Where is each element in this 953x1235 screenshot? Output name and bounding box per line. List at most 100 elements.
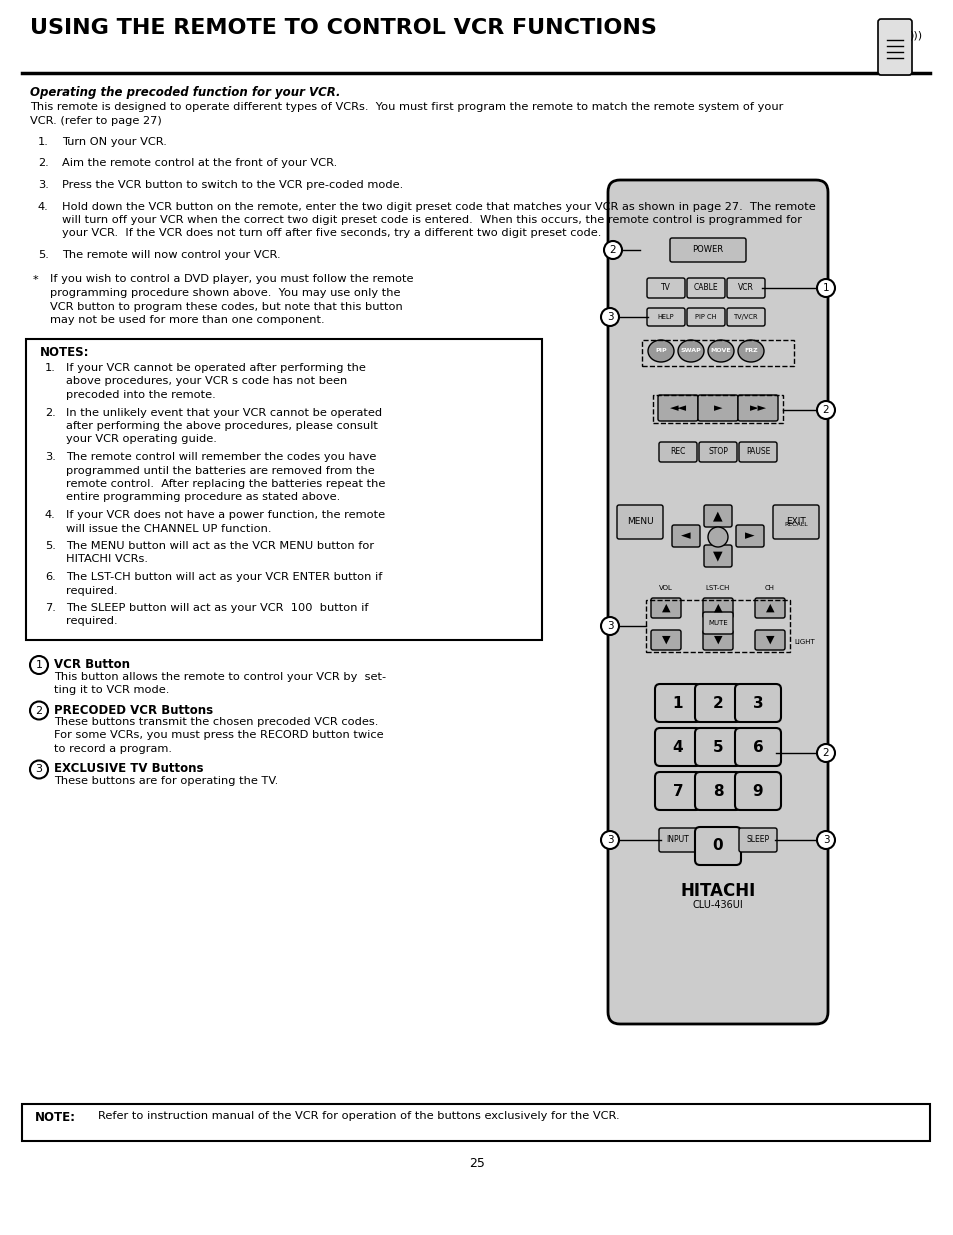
- Text: VCR. (refer to page 27): VCR. (refer to page 27): [30, 116, 162, 126]
- FancyBboxPatch shape: [734, 772, 781, 810]
- FancyBboxPatch shape: [726, 308, 764, 326]
- Ellipse shape: [647, 340, 673, 362]
- FancyBboxPatch shape: [754, 630, 784, 650]
- Circle shape: [816, 401, 834, 419]
- Text: remote control.  After replacing the batteries repeat the: remote control. After replacing the batt…: [66, 479, 385, 489]
- Text: HITACHI: HITACHI: [679, 882, 755, 900]
- Text: your VCR.  If the VCR does not turn off after five seconds, try a different two : your VCR. If the VCR does not turn off a…: [62, 228, 600, 238]
- Text: ►►: ►►: [749, 403, 765, 412]
- FancyBboxPatch shape: [702, 613, 732, 634]
- Text: The SLEEP button will act as your VCR  100  button if: The SLEEP button will act as your VCR 10…: [66, 603, 368, 613]
- Text: SWAP: SWAP: [679, 348, 700, 353]
- FancyBboxPatch shape: [695, 684, 740, 722]
- Circle shape: [600, 308, 618, 326]
- Text: may not be used for more than one component.: may not be used for more than one compon…: [50, 315, 324, 325]
- FancyBboxPatch shape: [699, 442, 737, 462]
- Text: ▲: ▲: [765, 603, 774, 613]
- FancyBboxPatch shape: [646, 278, 684, 298]
- Text: Press the VCR button to switch to the VCR pre-coded mode.: Press the VCR button to switch to the VC…: [62, 180, 403, 190]
- Text: 2: 2: [609, 245, 616, 254]
- Circle shape: [707, 527, 727, 547]
- Text: will issue the CHANNEL UP function.: will issue the CHANNEL UP function.: [66, 524, 272, 534]
- Text: These buttons are for operating the TV.: These buttons are for operating the TV.: [54, 776, 278, 785]
- Text: HELP: HELP: [657, 314, 674, 320]
- Text: your VCR operating guide.: your VCR operating guide.: [66, 435, 216, 445]
- Text: above procedures, your VCR s code has not been: above procedures, your VCR s code has no…: [66, 377, 347, 387]
- Text: VOL: VOL: [659, 585, 672, 592]
- Ellipse shape: [678, 340, 703, 362]
- Text: after performing the above procedures, please consult: after performing the above procedures, p…: [66, 421, 377, 431]
- Text: Aim the remote control at the front of your VCR.: Aim the remote control at the front of y…: [62, 158, 337, 168]
- Circle shape: [603, 241, 621, 259]
- Text: ►: ►: [744, 530, 754, 542]
- FancyBboxPatch shape: [734, 684, 781, 722]
- Text: 1: 1: [672, 695, 682, 710]
- FancyBboxPatch shape: [739, 827, 776, 852]
- Text: 7: 7: [672, 783, 682, 799]
- Text: The LST-CH button will act as your VCR ENTER button if: The LST-CH button will act as your VCR E…: [66, 572, 382, 582]
- Text: SLEEP: SLEEP: [745, 836, 769, 845]
- Text: 2: 2: [712, 695, 722, 710]
- FancyBboxPatch shape: [738, 395, 778, 421]
- FancyBboxPatch shape: [658, 395, 698, 421]
- Text: 4.: 4.: [45, 510, 55, 520]
- Text: LST-CH: LST-CH: [705, 585, 729, 592]
- FancyBboxPatch shape: [702, 598, 732, 618]
- Text: If your VCR does not have a power function, the remote: If your VCR does not have a power functi…: [66, 510, 385, 520]
- Text: will turn off your VCR when the correct two digit preset code is entered.  When : will turn off your VCR when the correct …: [62, 215, 801, 225]
- Text: Refer to instruction manual of the VCR for operation of the buttons exclusively : Refer to instruction manual of the VCR f…: [98, 1112, 619, 1121]
- Circle shape: [816, 831, 834, 848]
- Text: STOP: STOP: [707, 447, 727, 457]
- Text: PAUSE: PAUSE: [745, 447, 769, 457]
- FancyBboxPatch shape: [686, 278, 724, 298]
- Text: PIP CH: PIP CH: [695, 314, 716, 320]
- Text: 5: 5: [712, 740, 722, 755]
- FancyBboxPatch shape: [734, 727, 781, 766]
- Circle shape: [600, 618, 618, 635]
- Text: 3: 3: [606, 621, 613, 631]
- Text: programming procedure shown above.  You may use only the: programming procedure shown above. You m…: [50, 288, 400, 298]
- Text: 7.: 7.: [45, 603, 56, 613]
- FancyBboxPatch shape: [686, 308, 724, 326]
- Circle shape: [816, 743, 834, 762]
- Ellipse shape: [738, 340, 763, 362]
- Circle shape: [816, 279, 834, 296]
- Text: ►: ►: [713, 403, 721, 412]
- Text: ▲: ▲: [713, 510, 722, 522]
- FancyBboxPatch shape: [703, 545, 731, 567]
- Text: RECALL: RECALL: [783, 522, 807, 527]
- Text: INPUT: INPUT: [666, 836, 689, 845]
- FancyBboxPatch shape: [739, 442, 776, 462]
- FancyBboxPatch shape: [650, 630, 680, 650]
- Text: 3.: 3.: [45, 452, 56, 462]
- FancyBboxPatch shape: [772, 505, 818, 538]
- Text: ◄: ◄: [680, 530, 690, 542]
- Text: 2: 2: [821, 405, 828, 415]
- Bar: [652, 395, 782, 424]
- Text: 3: 3: [606, 312, 613, 322]
- Ellipse shape: [707, 340, 733, 362]
- Circle shape: [600, 831, 618, 848]
- Text: MUTE: MUTE: [707, 620, 727, 626]
- Circle shape: [30, 701, 48, 720]
- Text: 5.: 5.: [45, 541, 56, 551]
- FancyBboxPatch shape: [617, 505, 662, 538]
- Text: ◄◄: ◄◄: [669, 403, 686, 412]
- Text: required.: required.: [66, 616, 117, 626]
- Circle shape: [30, 761, 48, 778]
- Text: The remote will now control your VCR.: The remote will now control your VCR.: [62, 249, 280, 261]
- Text: EXIT: EXIT: [785, 517, 805, 526]
- FancyBboxPatch shape: [669, 238, 745, 262]
- Text: 5.: 5.: [38, 249, 49, 261]
- Text: Turn ON your VCR.: Turn ON your VCR.: [62, 137, 167, 147]
- FancyBboxPatch shape: [695, 727, 740, 766]
- Text: 8: 8: [712, 783, 722, 799]
- Text: VCR button to program these codes, but note that this button: VCR button to program these codes, but n…: [50, 301, 402, 311]
- Text: The remote control will remember the codes you have: The remote control will remember the cod…: [66, 452, 376, 462]
- Text: 0: 0: [712, 839, 722, 853]
- Text: 1: 1: [821, 283, 828, 293]
- Text: ▼: ▼: [661, 635, 670, 645]
- Text: If your VCR cannot be operated after performing the: If your VCR cannot be operated after per…: [66, 363, 366, 373]
- Text: 9: 9: [752, 783, 762, 799]
- Bar: [22, 1104, 929, 1141]
